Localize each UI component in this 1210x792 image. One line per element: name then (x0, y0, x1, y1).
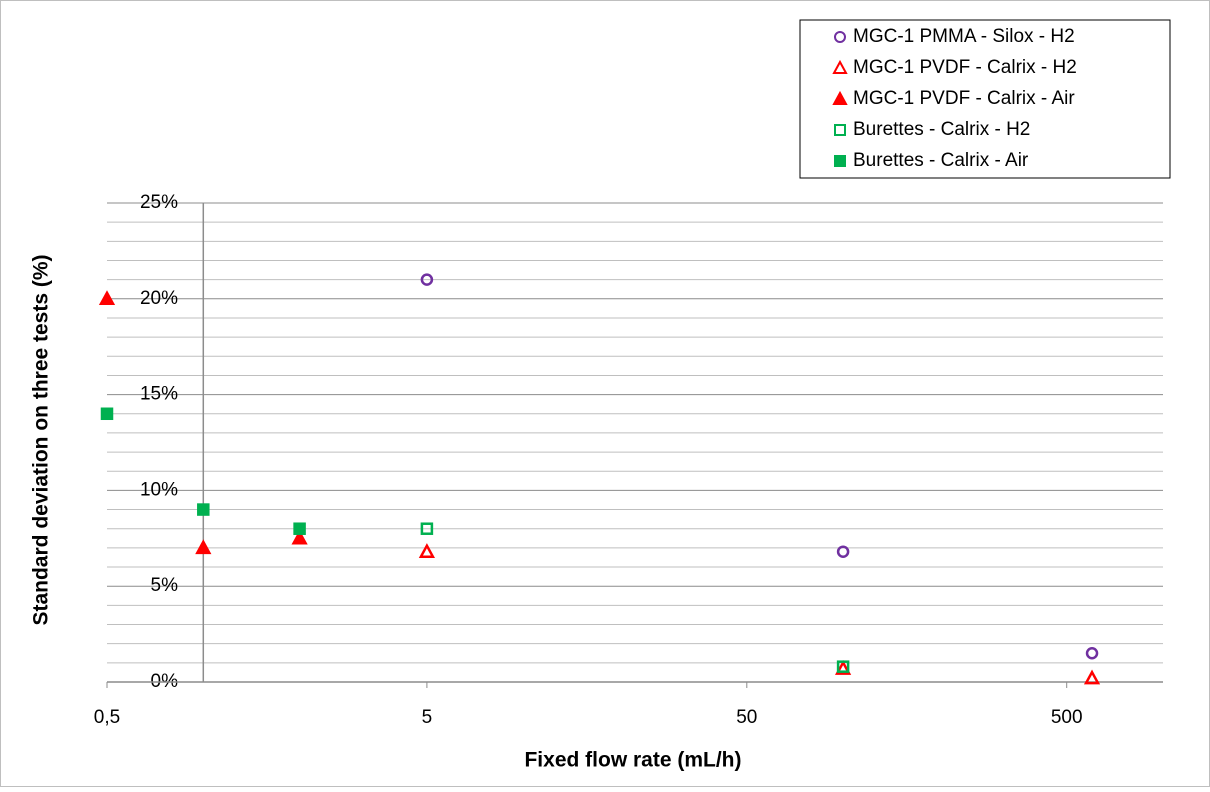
legend-marker (834, 124, 846, 136)
point (291, 529, 308, 545)
x-tick-label: 0,5 (94, 707, 120, 728)
legend-marker (834, 155, 846, 167)
point (836, 660, 850, 673)
y-tick-label: 25% (140, 192, 178, 213)
x-axis-label: Fixed flow rate (mL/h) (524, 749, 741, 772)
point (420, 522, 434, 535)
point (100, 407, 114, 421)
legend-label: Burettes - Calrix - Air (853, 150, 1029, 171)
legend-label: Burettes - Calrix - H2 (853, 119, 1030, 140)
legend-marker (832, 59, 848, 74)
point (836, 545, 850, 558)
legend-label: MGC-1 PVDF - Calrix - Air (853, 88, 1075, 109)
y-tick-label: 10% (140, 479, 178, 500)
point (1083, 669, 1101, 685)
point (195, 539, 212, 555)
point (420, 273, 434, 286)
y-tick-label: 15% (140, 384, 178, 405)
legend-marker (832, 90, 848, 105)
legend-label: MGC-1 PVDF - Calrix - H2 (853, 57, 1077, 78)
point (197, 503, 210, 516)
point (293, 522, 306, 535)
x-tick-label: 500 (1051, 707, 1083, 728)
point (834, 659, 852, 675)
legend-label: MGC-1 PMMA - Silox - H2 (853, 26, 1075, 47)
y-tick-label: 20% (140, 288, 178, 309)
point (98, 290, 116, 306)
point (1085, 647, 1099, 660)
legend (799, 19, 1171, 179)
point (418, 543, 436, 558)
y-axis-label: Standard deviation on three tests (%) (30, 254, 53, 625)
y-tick-label: 5% (151, 575, 179, 596)
x-tick-label: 50 (736, 707, 757, 728)
x-tick-label: 5 (422, 707, 433, 728)
legend-marker (834, 31, 846, 43)
